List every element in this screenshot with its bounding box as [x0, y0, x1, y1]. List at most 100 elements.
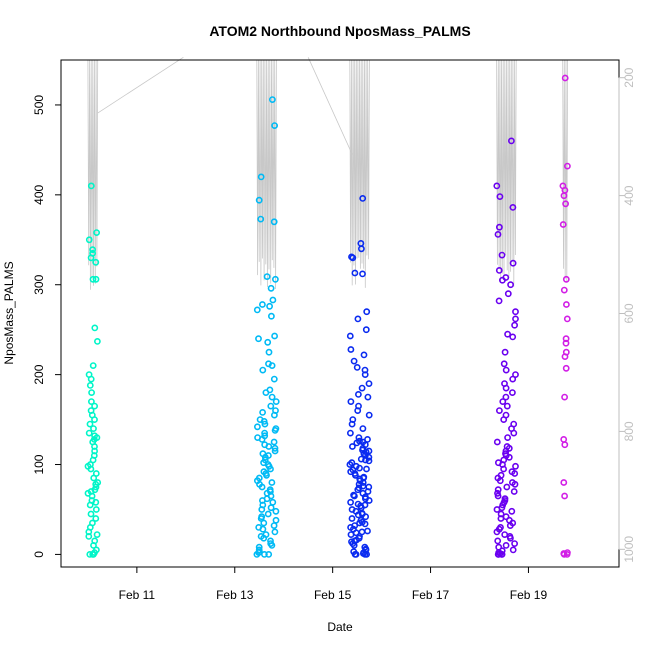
data-point — [253, 306, 261, 314]
data-point — [272, 516, 280, 524]
data-point — [88, 398, 95, 405]
data-point — [271, 332, 278, 340]
data-point — [498, 251, 506, 259]
y-tick-label: 500 — [32, 95, 46, 115]
data-point — [255, 196, 263, 204]
data-point — [261, 429, 268, 437]
y-tick-label: 0 — [32, 551, 46, 558]
data-point — [494, 486, 502, 494]
data-point — [268, 96, 276, 103]
data-point — [348, 459, 356, 467]
data-point — [353, 363, 361, 371]
data-point — [509, 546, 517, 554]
data-point — [509, 479, 516, 486]
data-point — [91, 402, 98, 410]
data-point — [347, 498, 354, 506]
data-point — [351, 522, 359, 529]
data-point — [271, 528, 279, 536]
altitude-trace-transit — [307, 57, 353, 155]
data-point — [365, 457, 373, 465]
y-tick-label: 200 — [32, 364, 46, 384]
data-point — [357, 239, 365, 247]
data-point — [260, 468, 268, 476]
data-point — [271, 444, 279, 452]
data-point — [91, 324, 99, 332]
data-point — [495, 266, 503, 274]
data-point — [257, 173, 265, 181]
data-point — [357, 516, 365, 524]
data-point — [272, 425, 280, 432]
data-point — [272, 507, 280, 515]
data-point — [255, 335, 262, 343]
data-point — [268, 479, 276, 486]
data-points — [84, 74, 571, 558]
y-tick-label: 100 — [32, 454, 46, 474]
altitude-trace-line — [562, 59, 568, 283]
data-point — [85, 236, 93, 244]
data-point — [349, 466, 357, 474]
data-point — [270, 522, 278, 529]
data-point — [562, 348, 570, 356]
right-axis: 200 400 600 800 1000 — [618, 67, 636, 563]
data-point — [504, 434, 511, 441]
data-point — [265, 348, 273, 356]
data-point — [501, 495, 509, 503]
data-point — [509, 333, 517, 341]
data-point — [360, 351, 368, 359]
data-point — [261, 441, 269, 449]
x-axis: Feb 11 Feb 13 Feb 15 Feb 17 Feb 19 — [119, 567, 547, 602]
data-point — [511, 540, 518, 547]
data-point — [348, 506, 356, 513]
data-point — [359, 270, 366, 278]
right-tick-label: 1000 — [622, 536, 636, 563]
data-point — [92, 275, 100, 283]
data-point — [89, 519, 96, 527]
data-point — [258, 513, 266, 521]
data-point — [502, 450, 509, 458]
data-point — [264, 510, 272, 518]
data-point — [260, 551, 268, 558]
data-point — [267, 312, 275, 320]
data-point — [509, 259, 517, 267]
data-point — [89, 275, 97, 283]
data-point — [263, 273, 271, 280]
data-point — [502, 393, 510, 401]
data-point — [501, 380, 508, 387]
data-point — [266, 386, 274, 394]
data-point — [270, 218, 278, 226]
data-point — [271, 447, 279, 455]
right-tick-label: 400 — [622, 185, 636, 205]
data-point — [502, 274, 510, 281]
data-point — [364, 527, 371, 535]
data-point — [361, 366, 369, 374]
data-point — [266, 302, 273, 310]
data-point — [497, 510, 505, 518]
data-point — [357, 455, 365, 463]
data-point — [268, 393, 276, 401]
data-point — [502, 411, 510, 419]
data-point — [363, 308, 371, 316]
y-axis-label: NposMass_PALMS — [2, 261, 16, 364]
data-point — [495, 223, 503, 231]
data-point — [269, 498, 277, 506]
data-point — [503, 402, 511, 410]
data-point — [91, 537, 99, 545]
x-tick-label: Feb 13 — [216, 588, 254, 602]
data-point — [562, 275, 570, 283]
data-point — [87, 510, 95, 518]
data-point — [365, 483, 373, 491]
data-point — [507, 281, 514, 289]
data-point — [272, 398, 280, 405]
data-point — [512, 315, 519, 323]
data-point — [93, 546, 100, 554]
data-point — [348, 443, 356, 450]
data-point — [267, 504, 275, 512]
right-tick-label: 600 — [622, 303, 636, 323]
data-point — [504, 290, 512, 298]
data-point — [89, 362, 97, 369]
data-point — [346, 429, 354, 437]
data-point — [267, 402, 275, 410]
data-point — [255, 524, 263, 531]
x-tick-label: Feb 17 — [412, 588, 450, 602]
data-point — [267, 537, 274, 545]
